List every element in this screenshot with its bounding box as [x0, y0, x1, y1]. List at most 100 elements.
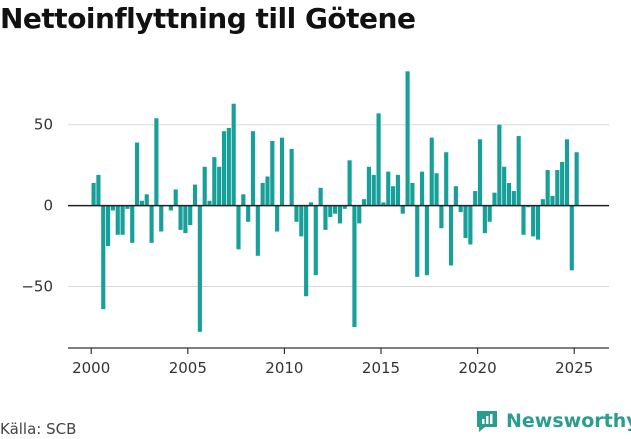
bar — [255, 205, 260, 256]
chart-title: Nettoinflyttning till Götene — [0, 2, 416, 35]
y-tick-label: −50 — [21, 278, 53, 296]
bar — [328, 205, 333, 217]
bar — [362, 199, 367, 206]
bar — [564, 139, 570, 206]
newsworthy-logo: Newsworthy — [474, 408, 631, 434]
bar — [473, 191, 478, 206]
bar — [265, 176, 270, 206]
bar — [526, 205, 531, 208]
source-label: Källa: SCB — [0, 420, 77, 438]
bar — [555, 170, 560, 206]
bar — [444, 152, 449, 206]
bar — [313, 205, 318, 276]
bar — [241, 194, 246, 206]
bar — [270, 140, 275, 206]
bar — [197, 205, 202, 332]
bar — [202, 166, 207, 206]
bar — [139, 200, 144, 206]
bar — [482, 205, 487, 234]
bar — [159, 205, 164, 232]
bar — [560, 161, 565, 206]
bar — [448, 205, 454, 266]
bar — [144, 194, 149, 206]
bar — [439, 205, 444, 229]
axes — [68, 204, 609, 354]
bar — [540, 199, 545, 206]
bar — [91, 182, 96, 206]
bar — [357, 205, 362, 224]
bar — [352, 205, 357, 327]
bar — [135, 142, 140, 206]
bar — [188, 205, 193, 226]
newsworthy-icon — [477, 411, 497, 432]
bar — [260, 182, 265, 206]
bar — [424, 205, 429, 276]
bar — [521, 205, 526, 235]
bar — [497, 124, 502, 206]
bar — [173, 189, 178, 206]
y-tick-label: 0 — [43, 197, 53, 215]
bar — [535, 205, 541, 240]
bar — [168, 205, 173, 211]
bar — [154, 118, 159, 206]
bar — [178, 205, 183, 230]
bar — [545, 170, 550, 206]
bar — [275, 205, 280, 232]
bar — [217, 166, 222, 206]
bar — [236, 205, 241, 250]
bar — [106, 205, 111, 247]
bar — [502, 166, 507, 206]
x-tick-label: 2015 — [362, 359, 400, 377]
bar — [400, 205, 405, 214]
bar — [246, 205, 251, 222]
bar — [492, 192, 497, 206]
bars — [91, 71, 579, 332]
bar — [410, 182, 415, 206]
bar — [323, 205, 328, 230]
bar — [130, 205, 135, 243]
bar — [250, 131, 256, 206]
bar — [550, 195, 555, 206]
bar — [569, 205, 574, 271]
bar — [149, 205, 154, 243]
bar — [110, 205, 115, 211]
bar — [395, 174, 400, 206]
bar — [458, 205, 463, 213]
bar — [192, 184, 198, 206]
x-tick-label: 2010 — [265, 359, 303, 377]
bar — [221, 131, 227, 206]
bar — [574, 152, 579, 206]
bar — [477, 139, 483, 206]
bar — [96, 174, 101, 206]
bar — [231, 103, 236, 206]
bar — [429, 137, 434, 206]
bar — [434, 173, 439, 206]
bar — [183, 205, 188, 234]
bar — [101, 205, 106, 310]
bar — [337, 205, 343, 224]
bar — [294, 205, 299, 222]
bar — [419, 171, 425, 206]
bar — [342, 205, 347, 209]
bar — [120, 205, 125, 235]
bar — [487, 205, 492, 222]
bar — [226, 127, 231, 206]
bar — [381, 202, 386, 206]
brand-name: Newsworthy — [506, 410, 631, 432]
bar — [333, 205, 338, 214]
bar — [308, 202, 314, 206]
bar — [516, 136, 521, 206]
bar — [125, 205, 130, 209]
bar — [366, 166, 371, 206]
bar — [318, 187, 323, 206]
bar — [371, 174, 376, 206]
x-tick-label: 2020 — [459, 359, 497, 377]
bar — [299, 205, 304, 237]
bar — [289, 148, 294, 206]
bar — [347, 160, 352, 206]
bar — [511, 191, 516, 206]
bar — [212, 157, 217, 206]
y-tick-label: 50 — [34, 116, 53, 134]
bar — [531, 205, 536, 237]
